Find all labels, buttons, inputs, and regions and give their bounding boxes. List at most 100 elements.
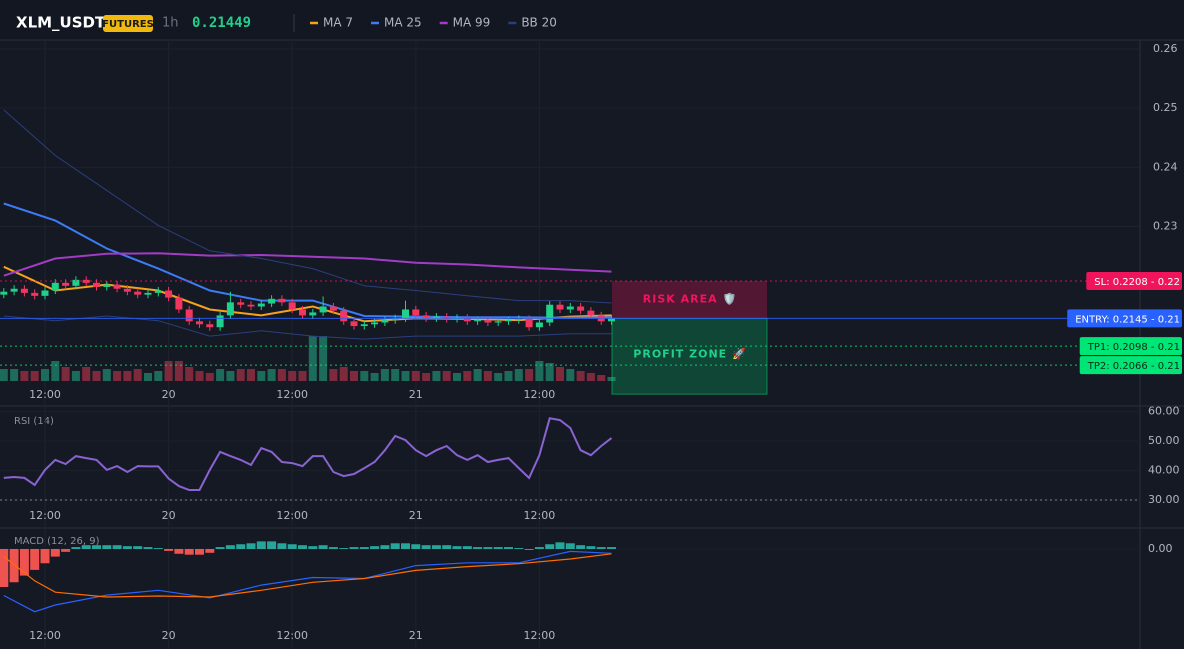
volume-bar	[422, 373, 431, 381]
macd-histogram-bar	[401, 543, 410, 549]
volume-bar	[514, 369, 523, 381]
macd-histogram-bar	[256, 541, 266, 549]
x-tick-label: 21	[409, 388, 423, 401]
macd-histogram-bar	[0, 549, 9, 587]
macd-histogram-bar	[596, 547, 606, 549]
legend-label: MA 99	[453, 16, 491, 30]
macd-histogram-bar	[339, 548, 349, 549]
macd-histogram-bar	[483, 547, 493, 549]
legend-label: MA 25	[384, 16, 422, 30]
x-tick-label: 12:00	[524, 629, 556, 642]
x-tick-label: 20	[162, 509, 176, 522]
candle-body	[443, 316, 451, 319]
volume-bar	[51, 361, 60, 381]
candle-body	[134, 291, 142, 295]
macd-histogram-bar	[442, 545, 452, 549]
macd-histogram-bar	[143, 547, 153, 549]
candle-body	[237, 302, 245, 305]
candle-body	[154, 290, 162, 293]
volume-bar	[391, 369, 400, 381]
volume-bar	[463, 371, 472, 381]
volume-bar	[380, 369, 389, 381]
candle-body	[288, 302, 296, 310]
volume-bar	[545, 363, 554, 381]
volume-bar	[113, 371, 122, 381]
volume-bar	[586, 373, 595, 381]
macd-histogram-bar	[40, 549, 50, 564]
level-label-bg	[1067, 309, 1182, 328]
macd-histogram-bar	[81, 545, 91, 549]
y-tick-label: 60.00	[1148, 405, 1180, 418]
candle-body	[546, 304, 554, 323]
candle-body	[463, 317, 471, 322]
volume-bar	[319, 336, 328, 381]
candle-body	[556, 304, 564, 310]
level-label-bg	[1079, 356, 1182, 375]
macd-histogram-bar	[277, 543, 287, 549]
macd-histogram-bar	[195, 549, 204, 555]
macd-histogram-bar	[576, 545, 586, 549]
volume-bar	[30, 371, 39, 381]
volume-bar	[504, 371, 513, 381]
candle-body	[206, 324, 214, 328]
candle-body	[484, 320, 492, 323]
volume-bar	[411, 371, 420, 381]
volume-bar	[226, 371, 235, 381]
volume-bar	[442, 371, 451, 381]
rsi-line	[3, 417, 613, 491]
volume-bar	[432, 371, 441, 381]
y-tick-label: 0.26	[1153, 42, 1178, 55]
volume-bar	[494, 373, 503, 381]
volume-bar	[288, 371, 297, 381]
volume-bar	[247, 369, 255, 381]
candle-body	[93, 282, 100, 287]
x-tick-label: 12:00	[524, 388, 556, 401]
y-tick-label: 30.00	[1148, 493, 1180, 506]
macd-histogram-bar	[30, 549, 40, 570]
candle-body	[577, 306, 585, 311]
macd-histogram-bar	[462, 546, 472, 549]
candle-body	[391, 318, 399, 321]
candle-body	[268, 298, 276, 304]
macd-histogram-bar	[153, 548, 163, 549]
volume-bar	[350, 371, 358, 381]
volume-bar	[535, 361, 544, 381]
macd-histogram-bar	[380, 545, 390, 549]
candle-body	[62, 282, 70, 286]
header-bar	[0, 0, 1184, 40]
volume-bar	[576, 371, 585, 381]
level-label: TP1: 0.2098 - 0.21	[1087, 342, 1180, 353]
volume-bar	[20, 371, 29, 381]
volume-bar	[216, 369, 225, 381]
candle-body	[505, 320, 512, 322]
candle-body	[474, 320, 482, 322]
candle-body	[144, 292, 152, 295]
y-tick-label: 0.23	[1153, 220, 1178, 233]
risk-area	[612, 281, 767, 319]
candle-body	[535, 322, 543, 328]
x-tick-label: 21	[409, 629, 423, 642]
candle-body	[51, 282, 59, 291]
volume-bar	[566, 369, 575, 381]
macd-histogram-bar	[473, 547, 483, 549]
volume-bar	[164, 361, 173, 381]
candle-body	[515, 318, 523, 321]
candle-body	[319, 306, 327, 313]
candle-body	[0, 291, 8, 295]
bb-lower	[3, 315, 612, 340]
y-tick-label: 50.00	[1148, 434, 1180, 447]
legend-label: BB 20	[521, 16, 557, 30]
profit-zone	[611, 317, 768, 395]
volume-bar	[597, 375, 606, 381]
candle-body	[422, 315, 430, 319]
macd-histogram-bar	[452, 546, 462, 549]
macd-histogram-bar	[318, 545, 328, 549]
volume-bar	[144, 373, 152, 381]
volume-bar	[370, 373, 379, 381]
macd-histogram-bar	[267, 541, 277, 549]
candle-body	[72, 279, 80, 286]
level-label-bg	[1079, 337, 1182, 356]
macd-histogram-bar	[298, 545, 307, 549]
y-tick-label: 0.24	[1153, 160, 1178, 173]
